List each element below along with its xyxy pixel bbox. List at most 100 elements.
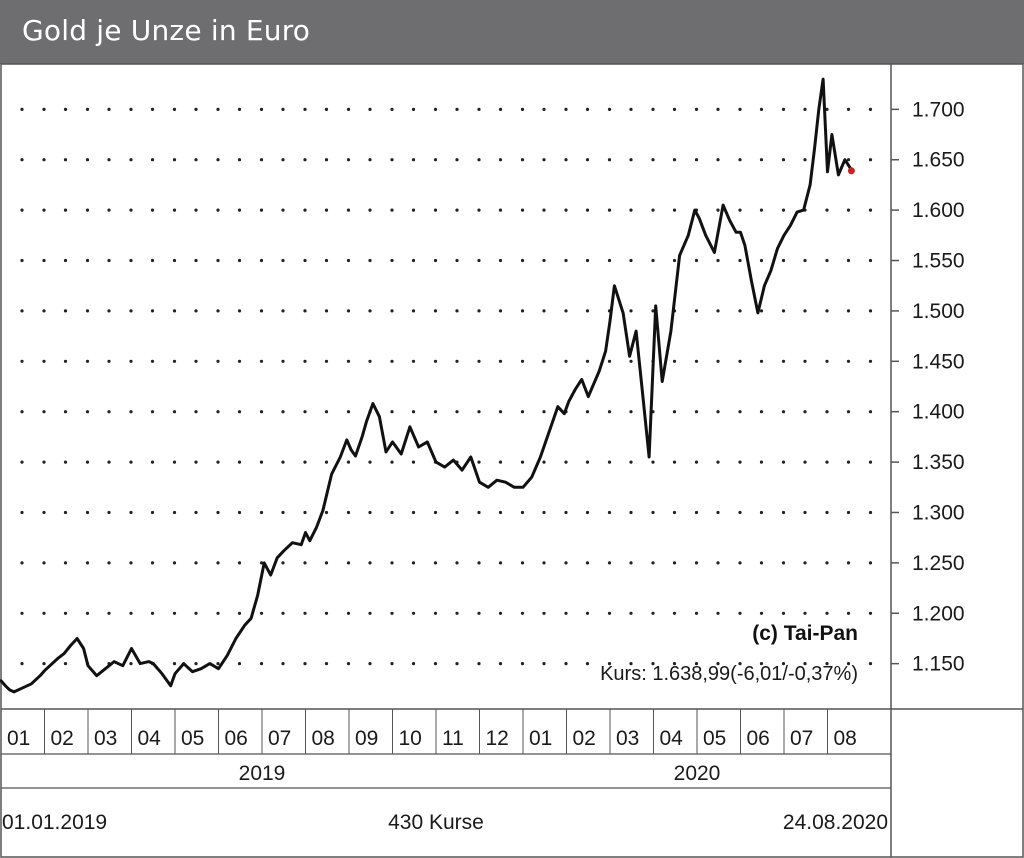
grid-dot <box>150 611 155 615</box>
grid-dot <box>477 258 481 263</box>
grid-dot <box>63 561 68 565</box>
grid-dot <box>607 460 612 464</box>
grid-dot <box>346 662 351 666</box>
grid-dot <box>585 611 590 615</box>
grid-dot <box>868 410 873 414</box>
grid-dot <box>172 309 177 313</box>
last-price-marker <box>847 167 855 175</box>
grid-dot <box>846 410 851 414</box>
grid-dot <box>477 510 481 515</box>
grid-dot <box>846 359 851 363</box>
grid-dot <box>564 208 568 212</box>
grid-dot <box>107 309 111 313</box>
grid-dot <box>281 662 285 666</box>
month-label: 07 <box>790 727 813 750</box>
grid-dot <box>172 258 177 263</box>
grid-dot <box>20 158 24 162</box>
grid-dot <box>455 410 459 414</box>
grid-dot <box>194 208 198 212</box>
grid-dot <box>281 158 285 162</box>
grid-dot <box>498 107 503 111</box>
grid-dot <box>303 611 307 615</box>
grid-dot <box>520 158 525 162</box>
grid-dot <box>42 662 46 666</box>
grid-dot <box>63 662 68 666</box>
grid-dot <box>63 107 68 111</box>
month-label: 08 <box>312 727 335 750</box>
grid-dot <box>738 460 742 464</box>
grid-dot <box>129 561 133 565</box>
grid-dot <box>150 460 155 464</box>
grid-dot <box>433 107 438 111</box>
grid-dot <box>477 107 481 111</box>
footer-count: 430 Kurse <box>388 811 484 834</box>
grid-dot <box>324 309 329 313</box>
grid-dot <box>672 208 677 212</box>
grid-dot <box>368 258 372 263</box>
grid-dot <box>781 309 786 313</box>
grid-dot <box>42 510 46 515</box>
grid-dot <box>150 410 155 414</box>
grid-dot <box>803 107 807 111</box>
grid-dot <box>42 158 46 162</box>
grid-dot <box>803 662 807 666</box>
grid-dot <box>63 258 68 263</box>
grid-dot <box>738 410 742 414</box>
y-axis-ticks: 1.150 1.200 1.250 1.300 1.350 1.400 1.450 1.500… <box>891 98 965 676</box>
y-tick-label: 1.350 <box>912 451 965 474</box>
grid-dot <box>716 410 720 414</box>
grid-dot <box>172 460 177 464</box>
grid-dot <box>346 359 351 363</box>
grid-dot <box>868 561 873 565</box>
grid-dot <box>629 359 633 363</box>
footer-end-date: 24.08.2020 <box>783 811 888 834</box>
grid-dot <box>259 359 264 363</box>
grid-dot <box>368 510 372 515</box>
grid-dot <box>107 410 111 414</box>
grid-dot <box>411 460 416 464</box>
grid-dot <box>846 158 851 162</box>
y-tick-label: 1.550 <box>912 250 965 273</box>
grid-dot <box>237 561 242 565</box>
grid-dot <box>672 158 677 162</box>
grid-dot <box>303 662 307 666</box>
grid-dot <box>63 208 68 212</box>
grid-dot <box>368 662 372 666</box>
grid-dot <box>607 258 612 263</box>
grid-dot <box>281 510 285 515</box>
grid-dot <box>368 309 372 313</box>
grid-dot <box>716 611 720 615</box>
grid-dot <box>694 662 699 666</box>
grid-dot <box>303 309 307 313</box>
grid-dot <box>20 359 24 363</box>
grid-dot <box>42 359 46 363</box>
grid-dot <box>607 410 612 414</box>
grid-dot <box>672 258 677 263</box>
grid-dot <box>868 359 873 363</box>
grid-dot <box>237 359 242 363</box>
grid-dot <box>368 611 372 615</box>
month-label: 01 <box>529 727 552 750</box>
grid-dot <box>520 410 525 414</box>
grid-dot <box>629 510 633 515</box>
grid-dot <box>759 611 764 615</box>
y-tick-label: 1.650 <box>912 149 965 172</box>
grid-dot <box>216 309 220 313</box>
grid-dot <box>651 510 655 515</box>
grid-dot <box>607 561 612 565</box>
grid-dot <box>129 510 133 515</box>
grid-dot <box>564 158 568 162</box>
grid-dot <box>477 158 481 162</box>
grid-dot <box>607 510 612 515</box>
grid-dot <box>63 359 68 363</box>
grid-dot <box>498 510 503 515</box>
grid-dot <box>520 208 525 212</box>
grid-dot <box>520 561 525 565</box>
month-label: 02 <box>51 727 74 750</box>
grid-dot <box>672 611 677 615</box>
grid-dot <box>520 611 525 615</box>
grid-dot <box>651 107 655 111</box>
grid-dot <box>194 611 198 615</box>
grid-dot <box>194 359 198 363</box>
grid-dot <box>585 460 590 464</box>
